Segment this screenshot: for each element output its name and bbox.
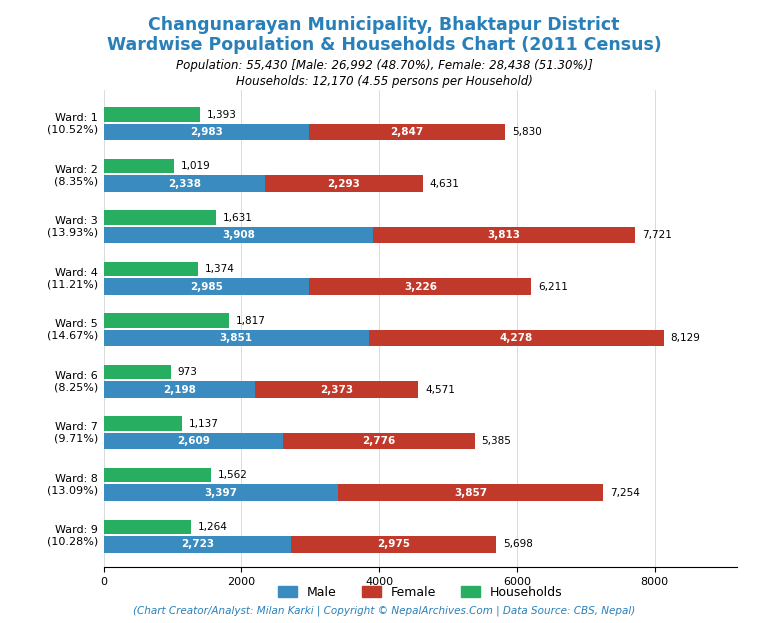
Text: 1,562: 1,562 — [218, 470, 248, 480]
Bar — [283, 433, 475, 449]
Text: 8,129: 8,129 — [670, 333, 700, 343]
Bar — [255, 381, 419, 398]
Legend: Male, Female, Households: Male, Female, Households — [273, 581, 568, 604]
Text: Households: 12,170 (4.55 persons per Household): Households: 12,170 (4.55 persons per Hou… — [236, 75, 532, 88]
Bar — [265, 175, 422, 192]
Text: 2,983: 2,983 — [190, 127, 223, 137]
Bar — [369, 330, 664, 346]
Bar — [104, 227, 372, 244]
Bar — [309, 124, 505, 140]
Text: 3,397: 3,397 — [204, 488, 237, 498]
Text: 3,813: 3,813 — [488, 230, 521, 240]
Text: 2,609: 2,609 — [177, 436, 210, 446]
Text: 1,631: 1,631 — [223, 212, 253, 222]
Bar — [104, 313, 229, 328]
Text: 973: 973 — [177, 367, 197, 377]
Bar — [104, 468, 211, 482]
Text: 2,338: 2,338 — [167, 179, 200, 189]
Bar — [104, 433, 283, 449]
Text: Wardwise Population & Households Chart (2011 Census): Wardwise Population & Households Chart (… — [107, 36, 661, 54]
Text: 6,211: 6,211 — [538, 282, 568, 292]
Text: 3,851: 3,851 — [220, 333, 253, 343]
Bar — [104, 262, 198, 277]
Text: 1,019: 1,019 — [180, 161, 210, 171]
Bar — [104, 124, 309, 140]
Bar — [372, 227, 635, 244]
Text: Population: 55,430 [Male: 26,992 (48.70%), Female: 28,438 (51.30%)]: Population: 55,430 [Male: 26,992 (48.70%… — [176, 59, 592, 72]
Text: 2,776: 2,776 — [362, 436, 396, 446]
Text: 3,226: 3,226 — [404, 282, 437, 292]
Text: 5,830: 5,830 — [512, 127, 542, 137]
Text: 4,631: 4,631 — [429, 179, 459, 189]
Text: 1,137: 1,137 — [189, 419, 219, 429]
Text: (Chart Creator/Analyst: Milan Karki | Copyright © NepalArchives.Com | Data Sourc: (Chart Creator/Analyst: Milan Karki | Co… — [133, 605, 635, 616]
Bar — [338, 485, 603, 501]
Bar — [104, 381, 255, 398]
Bar — [291, 536, 496, 553]
Text: 2,198: 2,198 — [163, 384, 196, 395]
Text: 4,278: 4,278 — [499, 333, 533, 343]
Text: 2,373: 2,373 — [320, 384, 353, 395]
Text: 2,975: 2,975 — [377, 540, 410, 549]
Text: 5,698: 5,698 — [503, 540, 533, 549]
Bar — [104, 330, 369, 346]
Bar — [104, 536, 291, 553]
Text: 7,254: 7,254 — [610, 488, 640, 498]
Bar — [104, 211, 216, 225]
Bar — [104, 485, 338, 501]
Bar — [104, 417, 182, 431]
Bar — [104, 365, 170, 379]
Text: 1,264: 1,264 — [197, 521, 227, 532]
Text: 3,908: 3,908 — [222, 230, 255, 240]
Bar — [104, 107, 200, 121]
Bar — [310, 278, 531, 295]
Text: 5,385: 5,385 — [482, 436, 511, 446]
Bar — [104, 520, 190, 534]
Text: 1,374: 1,374 — [205, 264, 235, 274]
Text: 2,985: 2,985 — [190, 282, 223, 292]
Bar — [104, 159, 174, 173]
Text: 2,847: 2,847 — [391, 127, 424, 137]
Bar — [104, 278, 310, 295]
Text: 4,571: 4,571 — [425, 384, 455, 395]
Text: 7,721: 7,721 — [642, 230, 672, 240]
Text: Changunarayan Municipality, Bhaktapur District: Changunarayan Municipality, Bhaktapur Di… — [148, 16, 620, 34]
Text: 3,857: 3,857 — [454, 488, 487, 498]
Text: 2,723: 2,723 — [181, 540, 214, 549]
Bar — [104, 175, 265, 192]
Text: 2,293: 2,293 — [327, 179, 360, 189]
Text: 1,393: 1,393 — [207, 110, 237, 120]
Text: 1,817: 1,817 — [236, 316, 266, 326]
